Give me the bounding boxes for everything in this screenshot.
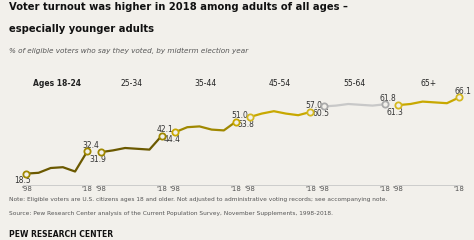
Text: 60.5: 60.5 xyxy=(312,109,329,118)
Text: 66.1: 66.1 xyxy=(454,87,471,96)
Text: 65+: 65+ xyxy=(420,79,437,88)
Text: 44.4: 44.4 xyxy=(163,135,180,144)
Text: '98: '98 xyxy=(393,186,404,192)
Text: especially younger adults: especially younger adults xyxy=(9,24,155,34)
Text: 42.1: 42.1 xyxy=(156,125,173,134)
Text: 53.8: 53.8 xyxy=(237,120,255,129)
Text: 31.9: 31.9 xyxy=(89,155,106,164)
Text: '18: '18 xyxy=(156,186,167,192)
Text: Ages 18-24: Ages 18-24 xyxy=(33,79,81,88)
Text: 61.3: 61.3 xyxy=(386,108,403,117)
Text: '18: '18 xyxy=(305,186,316,192)
Text: 35-44: 35-44 xyxy=(194,79,217,88)
Text: '98: '98 xyxy=(95,186,106,192)
Text: '18: '18 xyxy=(230,186,241,192)
Text: 45-54: 45-54 xyxy=(269,79,291,88)
Text: 57.0: 57.0 xyxy=(305,101,322,110)
Text: '98: '98 xyxy=(319,186,329,192)
Text: 18.5: 18.5 xyxy=(15,176,31,185)
Text: 32.4: 32.4 xyxy=(82,141,99,150)
Text: '98: '98 xyxy=(244,186,255,192)
Text: Source: Pew Research Center analysis of the Current Population Survey, November : Source: Pew Research Center analysis of … xyxy=(9,211,334,216)
Text: 25-34: 25-34 xyxy=(120,79,142,88)
Text: 55-64: 55-64 xyxy=(343,79,365,88)
Text: '98: '98 xyxy=(21,186,32,192)
Text: '18: '18 xyxy=(82,186,93,192)
Text: '18: '18 xyxy=(379,186,390,192)
Text: Note: Eligible voters are U.S. citizens ages 18 and older. Not adjusted to admin: Note: Eligible voters are U.S. citizens … xyxy=(9,197,388,202)
Text: Voter turnout was higher in 2018 among adults of all ages –: Voter turnout was higher in 2018 among a… xyxy=(9,2,348,12)
Text: PEW RESEARCH CENTER: PEW RESEARCH CENTER xyxy=(9,230,114,240)
Text: '18: '18 xyxy=(454,186,465,192)
Text: 51.0: 51.0 xyxy=(231,111,248,120)
Text: % of eligible voters who say they voted, by midterm election year: % of eligible voters who say they voted,… xyxy=(9,48,249,54)
Text: 61.8: 61.8 xyxy=(380,94,396,103)
Text: '98: '98 xyxy=(170,186,181,192)
